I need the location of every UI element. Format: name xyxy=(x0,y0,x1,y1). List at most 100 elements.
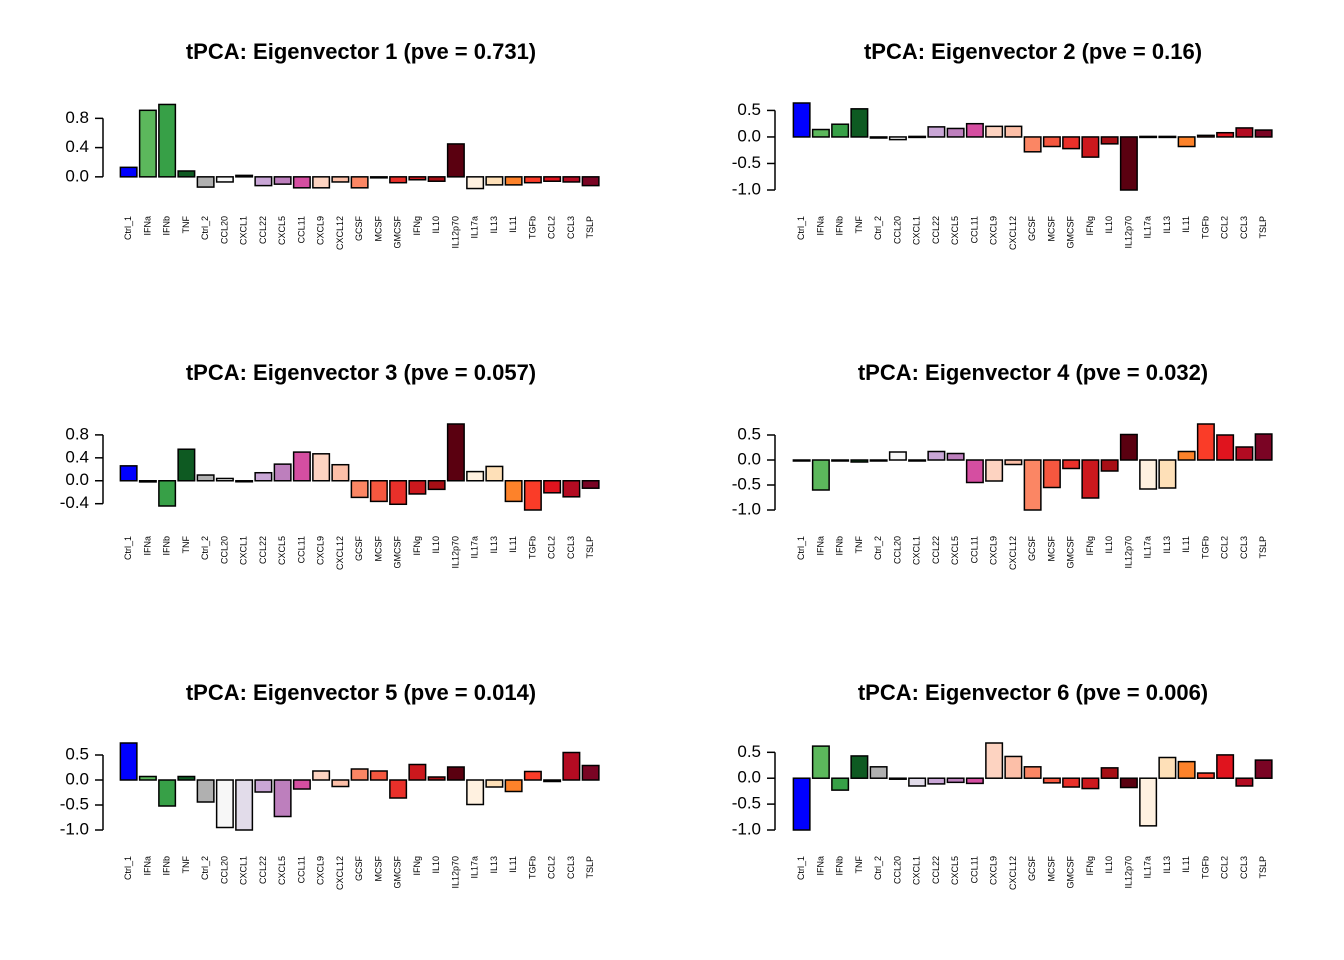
x-tick-label: TSLP xyxy=(585,216,595,239)
bar xyxy=(1119,433,1138,461)
x-tick-label: GCSF xyxy=(354,216,364,242)
y-tick-label: 0.8 xyxy=(65,424,89,443)
x-tick-label: TGFb xyxy=(1200,216,1210,239)
x-tick-label: CCL22 xyxy=(258,856,268,884)
x-tick-label: IL11 xyxy=(508,536,518,553)
x-tick-label: CXCL12 xyxy=(335,536,345,570)
x-tick-label: MCSF xyxy=(373,856,383,882)
bar xyxy=(792,777,811,831)
y-axis: -1.0 -0.5 0.0 0.5 xyxy=(732,742,776,838)
y-tick-label: 0.5 xyxy=(737,100,761,119)
y-tick-label: 0.0 xyxy=(737,126,761,145)
x-tick-label: CXCL1 xyxy=(239,536,249,565)
bar xyxy=(1023,766,1042,779)
x-tick-label: TSLP xyxy=(1258,216,1268,239)
x-tick-label: IL12p70 xyxy=(450,216,460,249)
bar xyxy=(119,166,138,178)
bar xyxy=(292,176,311,189)
x-tick-label: CCL22 xyxy=(258,536,268,564)
bar xyxy=(177,775,196,781)
x-tick-label: CCL20 xyxy=(219,856,229,884)
bar xyxy=(235,174,254,178)
bar xyxy=(369,176,388,179)
x-tick-label: CCL20 xyxy=(892,536,902,564)
x-tick-label: GMCSF xyxy=(1066,856,1076,889)
x-tick-label: IFNb xyxy=(835,536,845,556)
x-tick-label: CCL3 xyxy=(1239,856,1249,879)
x-tick-label: TNF xyxy=(854,536,864,554)
x-tick-label: IL17a xyxy=(470,216,480,239)
bar xyxy=(908,459,927,462)
bar xyxy=(138,775,157,781)
x-tick-label: CXCL12 xyxy=(1008,536,1018,570)
x-tick-label: TNF xyxy=(181,856,191,874)
bar xyxy=(811,745,830,779)
bar xyxy=(985,459,1004,482)
bar xyxy=(138,109,157,178)
x-tick-label: TGFb xyxy=(1200,856,1210,879)
y-tick-label: -1.0 xyxy=(60,819,89,838)
bar xyxy=(869,766,888,779)
x-tick-label: CXCL9 xyxy=(989,536,999,565)
bar xyxy=(331,779,350,788)
bar xyxy=(331,463,350,482)
x-tick-label: CCL20 xyxy=(892,856,902,884)
x-tick-label: IL13 xyxy=(1162,856,1172,874)
y-tick-label: 0.8 xyxy=(65,108,89,127)
bar xyxy=(811,128,830,138)
bar xyxy=(946,777,965,784)
x-tick-label: IL12p70 xyxy=(450,856,460,889)
bar xyxy=(1254,129,1273,138)
bar xyxy=(235,480,254,483)
x-tick-label: IFNb xyxy=(162,216,172,236)
y-axis: 0.0 0.4 0.8 xyxy=(65,108,104,185)
x-tick-label: IL12p70 xyxy=(1123,216,1133,249)
y-tick-label: 0.4 xyxy=(65,447,89,466)
bar xyxy=(927,777,946,785)
x-tick-label: IFNg xyxy=(1085,536,1095,556)
x-tick-label: CXCL5 xyxy=(950,536,960,565)
x-tick-labels: Ctrl_1 IFNa IFNb TNF Ctrl_2 CCL20 CXCL1 CCL22 CX… xyxy=(796,216,1268,251)
bars xyxy=(119,423,600,511)
x-tick-label: IL11 xyxy=(1181,856,1191,873)
bar xyxy=(292,779,311,790)
x-tick-label: CCL2 xyxy=(547,536,557,559)
x-tick-label: Ctrl_1 xyxy=(796,216,806,240)
bar xyxy=(158,480,177,507)
y-axis: -1.0 -0.5 0.0 0.5 xyxy=(60,744,104,838)
bar xyxy=(292,451,311,482)
bar xyxy=(792,459,811,462)
x-tick-label: CCL2 xyxy=(547,856,557,879)
x-tick-label: IFNa xyxy=(142,536,152,556)
x-tick-label: IL17a xyxy=(1143,856,1153,879)
bar xyxy=(158,779,177,807)
bar xyxy=(562,480,581,498)
bar xyxy=(504,779,523,793)
y-tick-label: 0.5 xyxy=(65,744,89,763)
bar xyxy=(369,770,388,781)
bar xyxy=(543,480,562,494)
bar xyxy=(1235,127,1254,138)
bar xyxy=(254,176,273,187)
x-tick-label: IL10 xyxy=(1104,856,1114,874)
x-tick-label: GMCSF xyxy=(393,216,403,249)
bar xyxy=(1062,136,1081,150)
x-tick-label: GMCSF xyxy=(393,856,403,889)
bar xyxy=(1042,136,1061,148)
x-tick-label: IL11 xyxy=(1181,536,1191,553)
bar xyxy=(1062,777,1081,788)
x-tick-label: IL10 xyxy=(431,536,441,554)
bar xyxy=(273,463,292,482)
x-tick-label: GMCSF xyxy=(1066,536,1076,569)
bar xyxy=(831,777,850,791)
bar xyxy=(965,122,984,138)
bar xyxy=(1158,135,1177,139)
x-tick-label: TGFb xyxy=(527,536,537,559)
x-tick-label: TNF xyxy=(854,216,864,234)
x-tick-label: CCL2 xyxy=(1220,216,1230,239)
x-tick-label: CCL20 xyxy=(892,216,902,244)
x-tick-labels: Ctrl_1 IFNa IFNb TNF Ctrl_2 CCL20 CXCL1 CCL22 CX… xyxy=(123,536,595,571)
y-tick-label: -0.4 xyxy=(60,493,89,512)
bar xyxy=(1062,459,1081,470)
x-tick-label: IL10 xyxy=(431,216,441,234)
